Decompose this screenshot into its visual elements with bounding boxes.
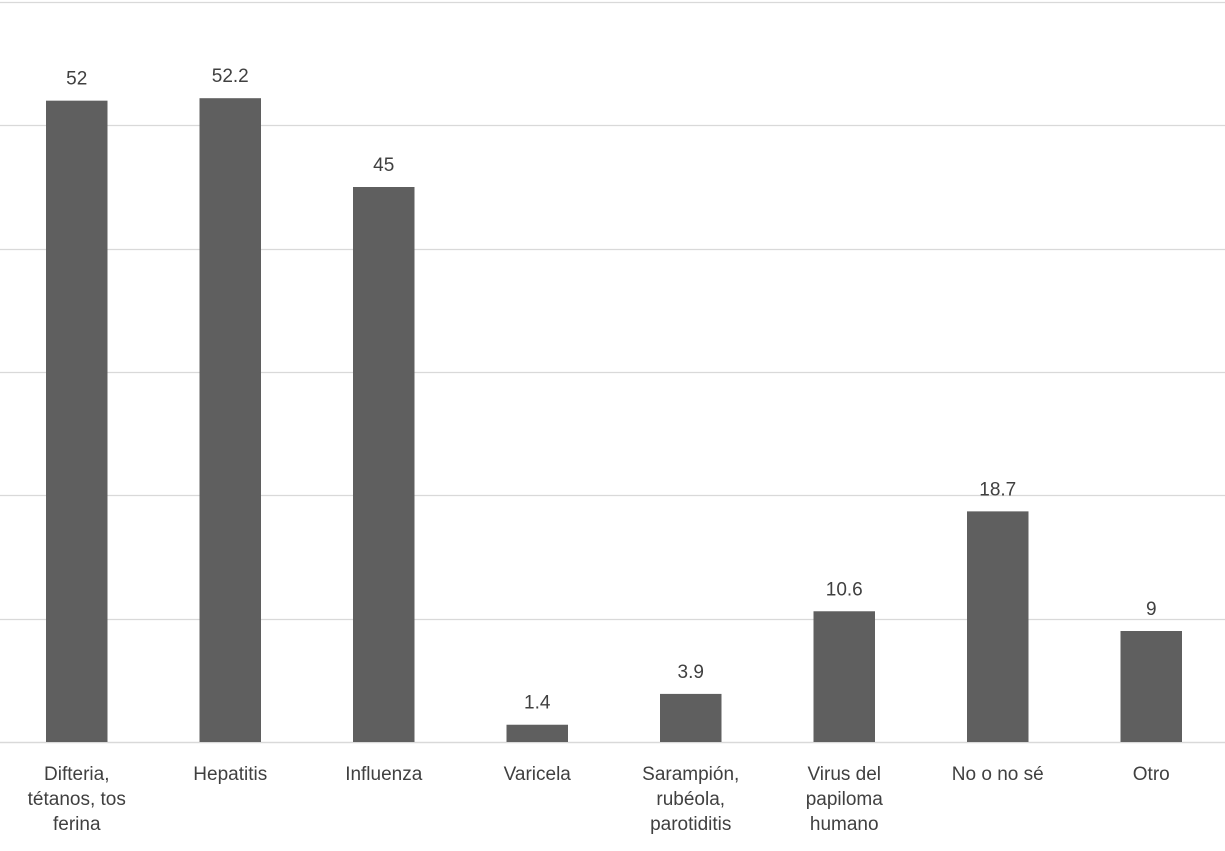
x-tick-label: Sarampión, rubéola, parotiditis: [642, 764, 739, 835]
bar: [46, 100, 108, 742]
gridlines: [0, 1, 1225, 744]
x-tick-label: Hepatitis: [193, 764, 267, 785]
x-tick-label-line: Varicela: [504, 764, 572, 785]
data-label: 45: [373, 155, 394, 176]
data-label: 3.9: [678, 662, 704, 683]
x-tick-label: Virus del papiloma humano: [806, 764, 884, 835]
bar: [1120, 631, 1182, 742]
bar: [353, 187, 415, 742]
bar: [967, 511, 1029, 742]
x-tick-label-line: Sarampión,: [642, 764, 739, 785]
x-tick-label-line: rubéola,: [656, 789, 725, 810]
x-tick-label-line: papiloma: [806, 789, 884, 810]
x-tick-label: Otro: [1133, 764, 1170, 785]
data-label: 9: [1146, 599, 1157, 620]
data-label: 18.7: [979, 479, 1016, 500]
bar: [660, 693, 722, 742]
x-tick-label-line: tétanos, tos: [28, 789, 126, 810]
x-tick-label-line: Otro: [1133, 764, 1170, 785]
x-tick-label-line: Influenza: [345, 764, 423, 785]
data-label: 1.4: [524, 693, 551, 714]
x-tick-labels: Difteria, tétanos, tos ferina Hepatitis Infl…: [28, 764, 1170, 835]
data-label: 52.2: [212, 66, 249, 87]
bars: [46, 98, 1182, 742]
data-label: 52: [66, 69, 87, 90]
data-labels: 52 52.2 45 1.4 3.9 10.6 18.7 9: [66, 66, 1156, 714]
bar: [506, 724, 568, 742]
x-tick-label-line: parotiditis: [650, 814, 731, 835]
data-label: 10.6: [826, 579, 863, 600]
x-tick-label-line: humano: [810, 814, 879, 835]
x-tick-label: Influenza: [345, 764, 423, 785]
x-tick-label-line: No o no sé: [952, 764, 1044, 785]
x-tick-label-line: ferina: [53, 814, 101, 835]
x-tick-label-line: Difteria,: [44, 764, 109, 785]
bar: [813, 611, 875, 742]
bar: [199, 98, 261, 742]
x-tick-label: Varicela: [504, 764, 572, 785]
x-tick-label: Difteria, tétanos, tos ferina: [28, 764, 126, 835]
x-tick-label: No o no sé: [952, 764, 1044, 785]
x-tick-label-line: Hepatitis: [193, 764, 267, 785]
x-tick-label-line: Virus del: [807, 764, 881, 785]
